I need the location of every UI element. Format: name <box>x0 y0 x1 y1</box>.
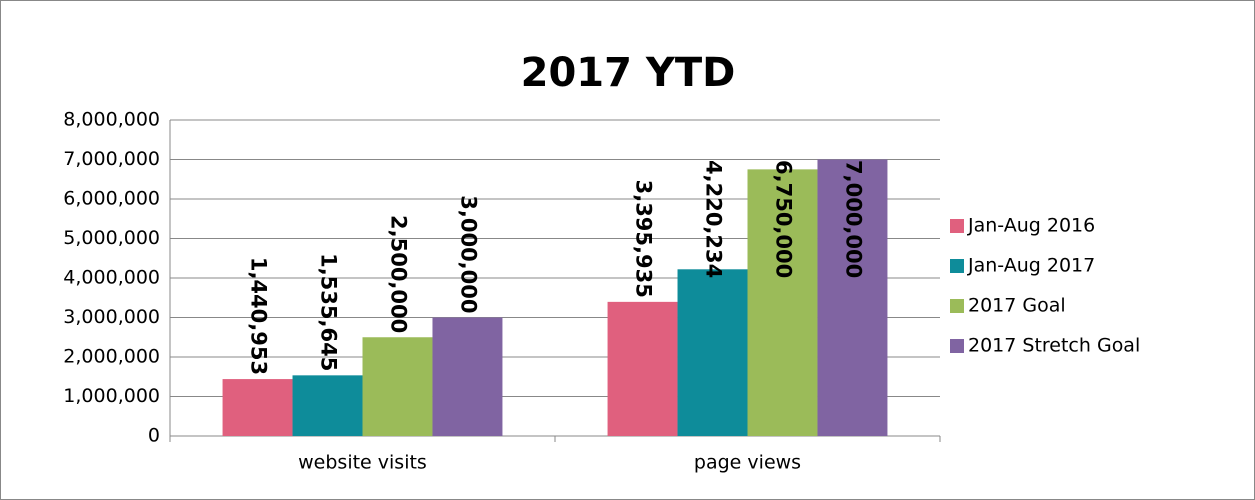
bar <box>362 337 433 436</box>
bar <box>292 375 363 436</box>
data-label: 2,500,000 <box>386 215 410 333</box>
legend-swatch <box>950 339 964 353</box>
bar <box>607 301 678 436</box>
bar <box>817 159 888 436</box>
y-tick-label: 5,000,000 <box>63 227 160 249</box>
bar <box>432 317 503 436</box>
data-label: 3,000,000 <box>456 195 480 313</box>
chart-title: 2017 YTD <box>521 50 736 96</box>
data-label: 1,535,645 <box>317 253 341 371</box>
legend-swatch <box>950 219 964 233</box>
bar <box>677 269 748 436</box>
data-label: 1,440,953 <box>247 257 271 375</box>
y-tick-label: 1,000,000 <box>63 385 160 407</box>
legend-label: Jan-Aug 2017 <box>967 255 1095 277</box>
data-label: 4,220,234 <box>702 160 726 278</box>
data-label: 6,750,000 <box>771 160 795 278</box>
legend-label: 2017 Goal <box>968 295 1066 317</box>
legend-label: Jan-Aug 2016 <box>967 215 1095 237</box>
y-tick-label: 6,000,000 <box>63 188 160 210</box>
y-tick-label: 4,000,000 <box>63 267 160 289</box>
y-tick-label: 3,000,000 <box>63 306 160 328</box>
legend-label: 2017 Stretch Goal <box>968 335 1140 357</box>
data-label: 3,395,935 <box>632 180 656 298</box>
y-tick-label: 0 <box>148 425 160 447</box>
legend-swatch <box>950 299 964 313</box>
y-tick-label: 2,000,000 <box>63 346 160 368</box>
data-label: 7,000,000 <box>841 160 865 278</box>
bar <box>747 169 818 436</box>
x-tick-label: page views <box>694 452 801 474</box>
bar <box>222 379 293 436</box>
legend-swatch <box>950 259 964 273</box>
y-tick-label: 8,000,000 <box>63 109 160 131</box>
y-tick-label: 7,000,000 <box>63 148 160 170</box>
x-tick-label: website visits <box>298 452 427 474</box>
